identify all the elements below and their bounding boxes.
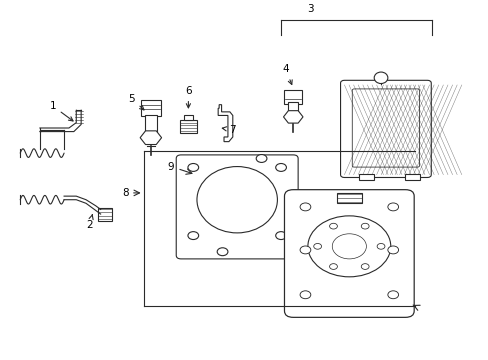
Circle shape <box>300 203 310 211</box>
Bar <box>145 115 157 134</box>
Circle shape <box>376 243 384 249</box>
Circle shape <box>300 246 310 254</box>
Circle shape <box>300 291 310 299</box>
FancyBboxPatch shape <box>340 80 430 177</box>
Circle shape <box>313 243 321 249</box>
Text: 3: 3 <box>307 4 313 14</box>
FancyBboxPatch shape <box>284 190 413 318</box>
FancyBboxPatch shape <box>176 155 298 259</box>
Circle shape <box>275 231 286 239</box>
Circle shape <box>361 223 368 229</box>
FancyBboxPatch shape <box>141 100 160 116</box>
Circle shape <box>217 248 227 256</box>
FancyBboxPatch shape <box>284 90 302 104</box>
Circle shape <box>187 231 198 239</box>
Bar <box>179 120 197 134</box>
Text: 1: 1 <box>49 101 73 121</box>
Circle shape <box>387 246 398 254</box>
Circle shape <box>187 163 198 171</box>
Circle shape <box>307 216 390 277</box>
Text: 5: 5 <box>128 94 143 110</box>
Circle shape <box>361 264 368 269</box>
Circle shape <box>329 264 337 269</box>
Text: 4: 4 <box>282 64 292 85</box>
Circle shape <box>256 154 266 162</box>
Bar <box>405 174 419 180</box>
Text: 8: 8 <box>122 188 128 198</box>
Circle shape <box>329 223 337 229</box>
Bar <box>358 174 373 180</box>
Ellipse shape <box>197 167 277 233</box>
Circle shape <box>331 234 366 259</box>
Bar <box>336 193 361 203</box>
Text: 7: 7 <box>222 125 235 135</box>
Text: 2: 2 <box>86 215 93 230</box>
Circle shape <box>387 291 398 299</box>
Text: 6: 6 <box>184 86 191 108</box>
Bar <box>288 102 298 112</box>
Bar <box>183 116 193 120</box>
Ellipse shape <box>373 72 387 84</box>
Text: 9: 9 <box>167 162 173 172</box>
FancyBboxPatch shape <box>98 208 112 221</box>
Circle shape <box>387 203 398 211</box>
Polygon shape <box>218 105 232 141</box>
Circle shape <box>275 163 286 171</box>
